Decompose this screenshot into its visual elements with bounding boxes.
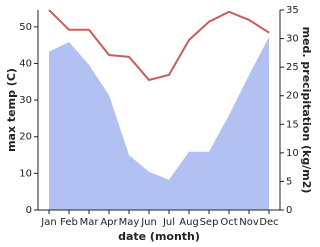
temperature-line xyxy=(48,9,270,82)
x-tick-label: May xyxy=(119,217,140,228)
y-tick-label: 30 xyxy=(19,95,32,106)
y-tick-label: 20 xyxy=(19,132,32,143)
x-tick-label: Sep xyxy=(200,217,219,228)
x-tick-label: Apr xyxy=(100,217,118,228)
y2-tick-label: 0 xyxy=(286,205,292,216)
x-tick-label: Oct xyxy=(220,217,237,228)
x-tick-label: Aug xyxy=(179,217,199,228)
y-tick-label: 10 xyxy=(19,168,32,179)
y-tick-label: 0 xyxy=(26,205,32,216)
precipitation-area xyxy=(49,36,269,210)
y-axis-title: max temp (C) xyxy=(5,68,18,152)
x-tick-label: Jan xyxy=(40,217,56,228)
x-axis-title: date (month) xyxy=(118,230,200,243)
y-tick-label: 50 xyxy=(19,22,32,33)
x-tick-label: Feb xyxy=(60,217,78,228)
y2-tick-label: 5 xyxy=(286,176,292,187)
y2-tick-label: 10 xyxy=(286,148,299,159)
y2-tick-label: 15 xyxy=(286,119,299,130)
x-tick-label: Jul xyxy=(162,217,175,228)
y2-axis-title: med. precipitation (kg/m2) xyxy=(300,27,313,194)
x-tick-label: Nov xyxy=(239,217,259,228)
y2-tick-label: 35 xyxy=(286,5,299,16)
y2-tick-label: 30 xyxy=(286,34,299,45)
y-tick-label: 40 xyxy=(19,58,32,69)
x-tick-label: Dec xyxy=(259,217,278,228)
y2-tick-label: 25 xyxy=(286,62,299,73)
y2-tick-label: 20 xyxy=(286,91,299,102)
x-tick-label: Mar xyxy=(80,217,100,228)
x-tick-label: Jun xyxy=(140,217,157,228)
